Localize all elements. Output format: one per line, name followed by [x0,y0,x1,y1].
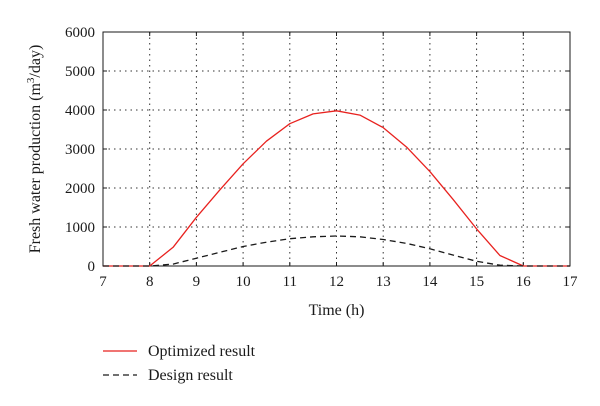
y-tick-label-1: 1000 [65,220,95,236]
legend: Optimized result Design result [103,343,256,384]
legend-label-optimized-result: Optimized result [148,343,256,360]
y-axis-title-prefix: Fresh water production (m [27,83,44,254]
x-tick-label-6: 13 [376,274,391,290]
y-axis-title: Fresh water production (m3/day) [25,45,44,254]
y-tick-label-5: 5000 [65,64,95,80]
y-tick-label-4: 4000 [65,103,95,119]
x-tick-label-1: 8 [146,274,154,290]
y-tick-label-6: 6000 [65,25,95,41]
x-tick-label-4: 11 [283,274,297,290]
y-axis-title-suffix: /day) [27,45,44,78]
series-line-0 [103,110,570,267]
x-tick-label-5: 12 [329,274,344,290]
x-tick-label-2: 9 [193,274,201,290]
series-lines [103,110,570,267]
y-tick-label-0: 0 [88,259,96,275]
x-tick-label-7: 14 [422,274,438,290]
x-axis-title: Time (h) [309,302,365,319]
axis-ticks: 7 8 9 10 11 12 13 14 15 16 17 0 1000 2000 3000 4000 5000… [65,25,578,290]
legend-label-design-result: Design result [148,367,233,384]
x-tick-label-9: 16 [516,274,532,290]
x-tick-label-8: 15 [469,274,484,290]
grid [103,32,570,266]
y-tick-label-2: 2000 [65,181,95,197]
series-line-1 [103,235,570,267]
x-tick-label-10: 17 [563,274,579,290]
y-axis-title-superscript: 3 [25,77,37,83]
x-tick-label-0: 7 [99,274,107,290]
x-tick-label-3: 10 [236,274,251,290]
y-tick-label-3: 3000 [65,142,95,158]
